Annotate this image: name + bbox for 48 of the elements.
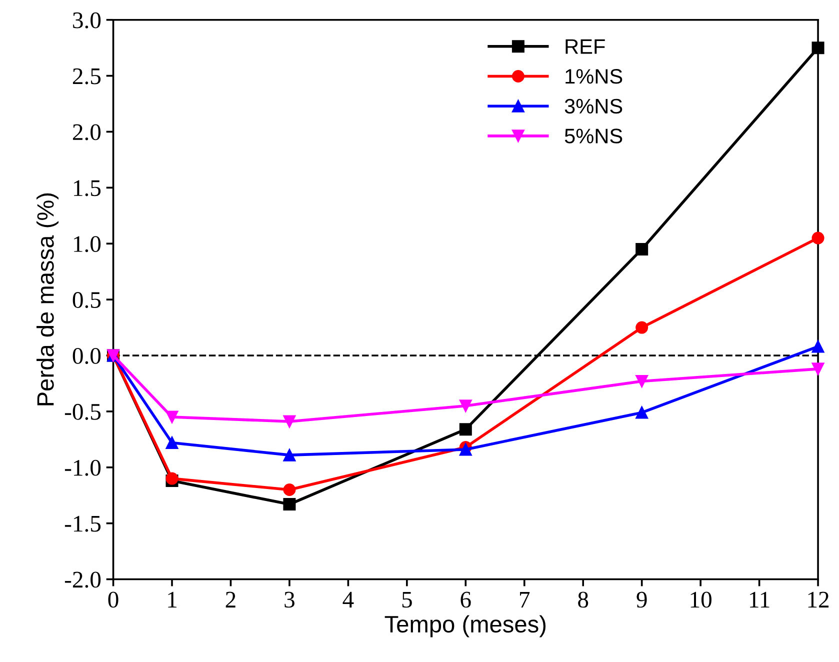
x-axis-title: Tempo (meses) bbox=[384, 615, 546, 638]
point bbox=[812, 42, 824, 54]
point bbox=[636, 321, 648, 334]
y-tick-label: 2.5 bbox=[72, 68, 101, 84]
point bbox=[283, 448, 296, 462]
point bbox=[636, 374, 648, 388]
x-tick-label: 12 bbox=[808, 592, 829, 608]
x-tick-label: 4 bbox=[342, 592, 354, 608]
y-axis-title: Perda de massa (%) bbox=[36, 193, 59, 406]
legend-label: 1%NS bbox=[566, 68, 622, 84]
x-tick-label: 10 bbox=[690, 592, 712, 608]
point bbox=[283, 498, 296, 511]
x-tick-label: 11 bbox=[750, 592, 770, 608]
y-tick-label: 3.0 bbox=[73, 12, 101, 28]
y-tick-label: 1.5 bbox=[74, 180, 101, 196]
x-tick-label: 2 bbox=[226, 592, 236, 608]
x-tick-label: 7 bbox=[520, 592, 530, 608]
point bbox=[283, 415, 296, 428]
y-tick-label: -0.5 bbox=[64, 404, 101, 420]
x-tick-label: 1 bbox=[168, 592, 176, 608]
legend-label: 3%NS bbox=[564, 98, 622, 114]
point bbox=[459, 443, 472, 456]
point bbox=[812, 362, 824, 376]
legend-label: REF bbox=[566, 39, 605, 54]
point bbox=[812, 232, 824, 244]
legend-label: 5%NS bbox=[564, 128, 622, 144]
point bbox=[166, 436, 178, 450]
point bbox=[166, 410, 178, 424]
point bbox=[636, 406, 648, 419]
y-tick-label: -1.5 bbox=[64, 516, 101, 532]
x-tick-label: 5 bbox=[402, 592, 412, 608]
x-tick-label: 0 bbox=[108, 592, 118, 608]
x-tick-label: 3 bbox=[284, 592, 294, 608]
point bbox=[459, 400, 472, 412]
point bbox=[166, 472, 178, 485]
y-tick-label: -1.0 bbox=[64, 460, 101, 476]
x-tick-label: 9 bbox=[636, 592, 647, 608]
x-tick-label: 6 bbox=[460, 592, 471, 608]
x-tick-label: 8 bbox=[578, 592, 588, 608]
y-tick-label: 1.0 bbox=[74, 236, 101, 252]
point bbox=[812, 340, 824, 353]
point bbox=[459, 423, 472, 436]
y-tick-label: 0.5 bbox=[72, 292, 101, 308]
y-tick-label: 2.0 bbox=[72, 124, 101, 140]
y-tick-label: -2.0 bbox=[64, 572, 101, 588]
point bbox=[283, 483, 296, 496]
y-tick-label: 0.0 bbox=[72, 348, 101, 364]
point bbox=[636, 242, 648, 256]
